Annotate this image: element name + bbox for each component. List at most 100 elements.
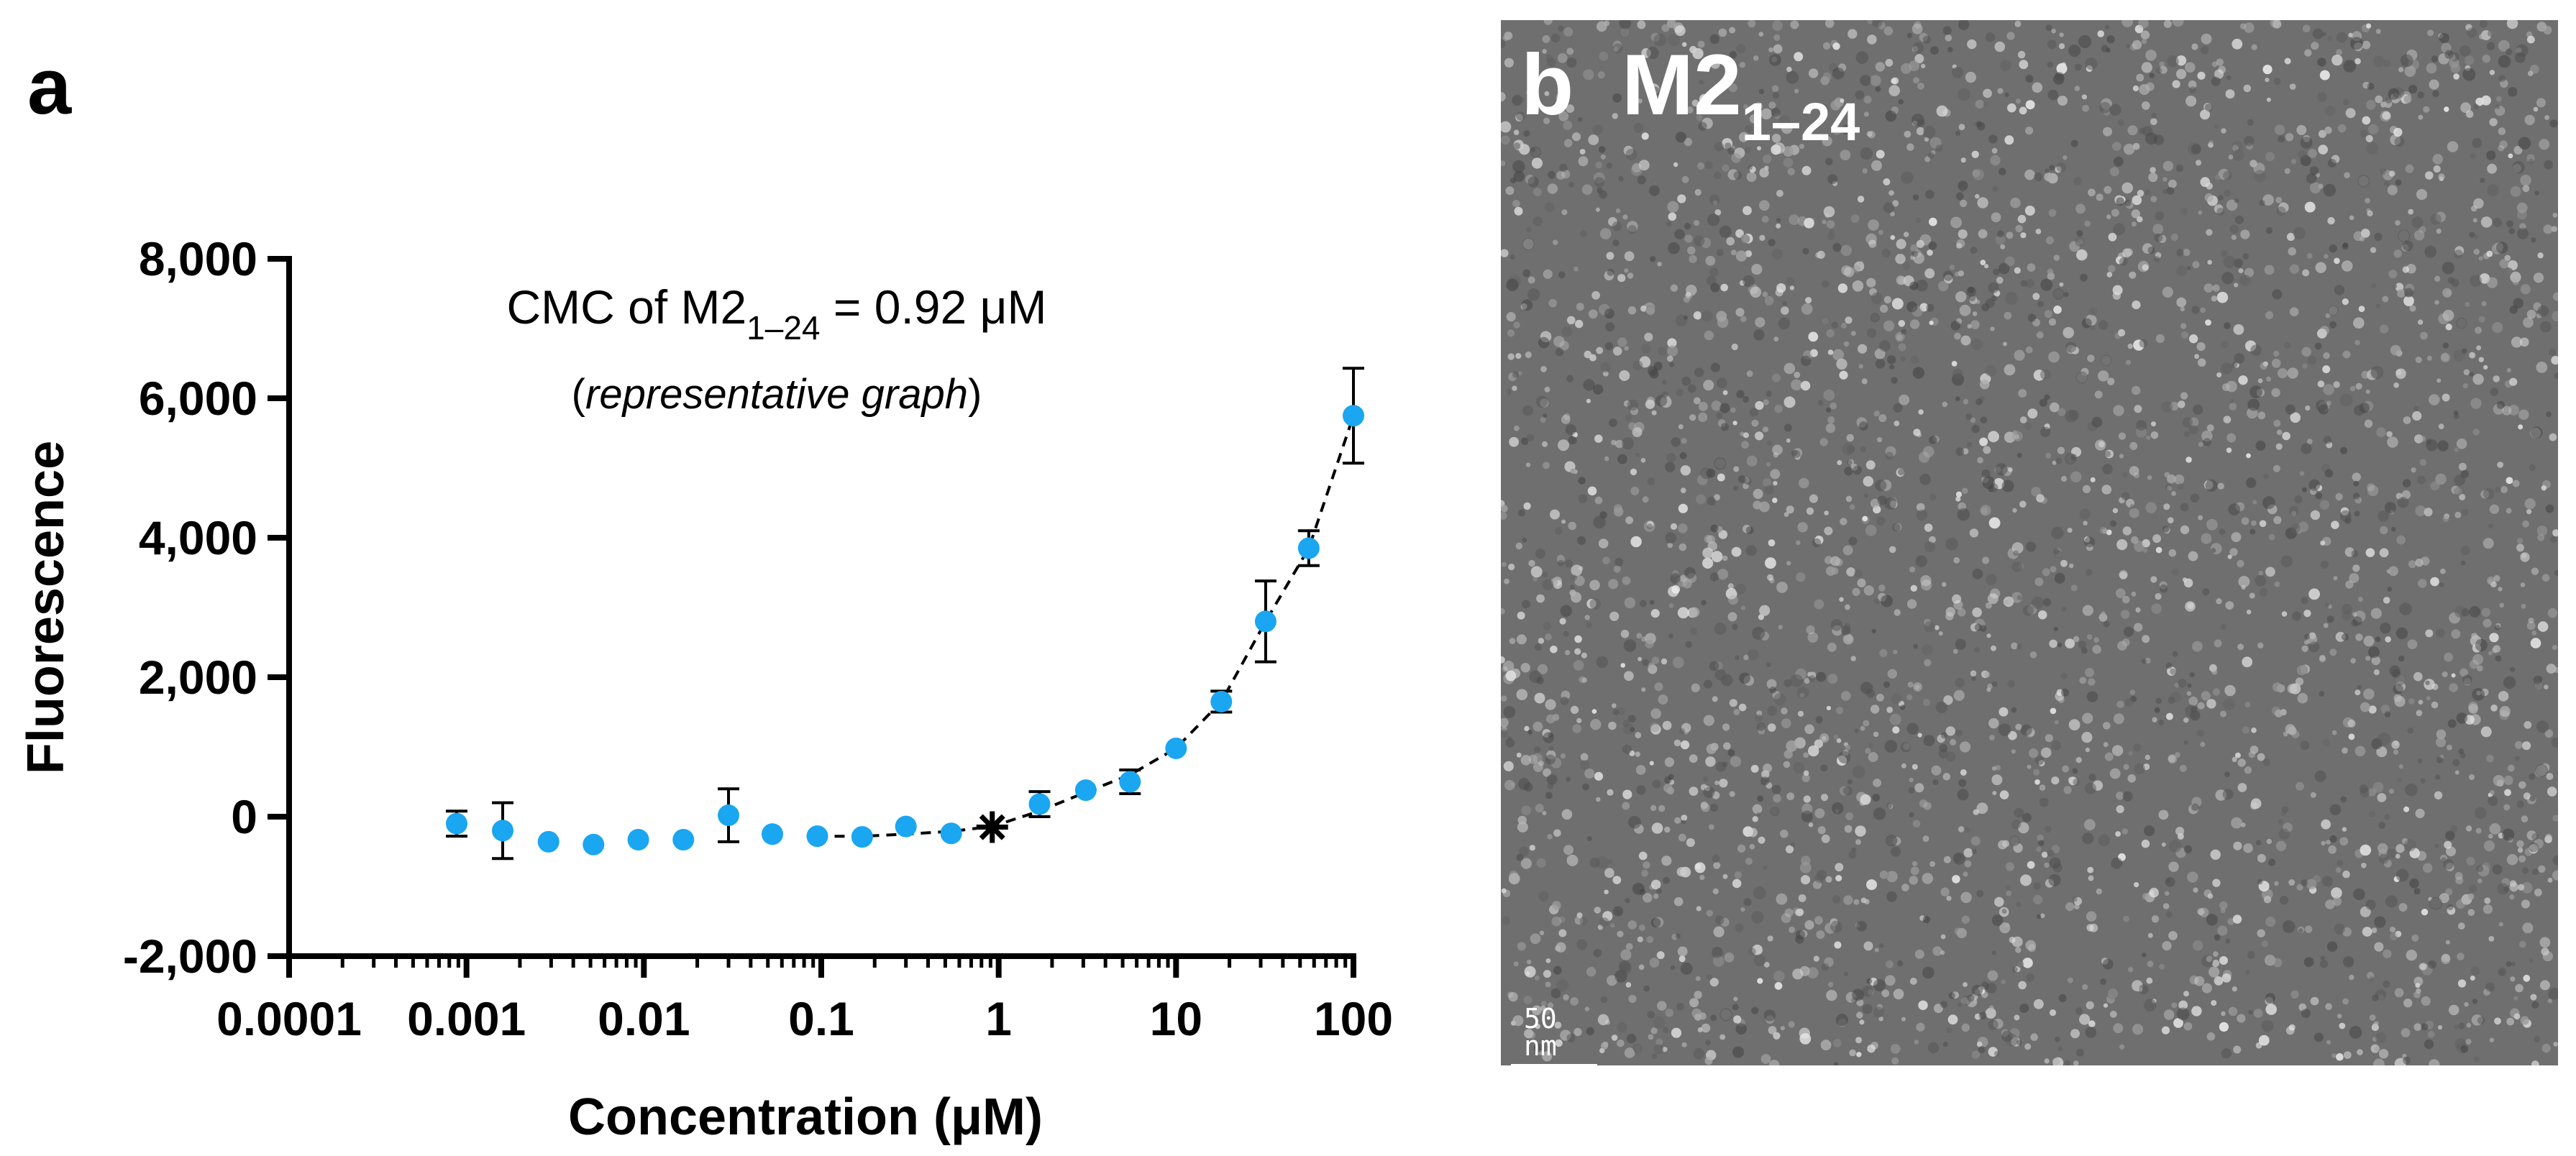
tem-shadow xyxy=(2372,994,2379,1001)
tem-shadow xyxy=(2365,899,2376,910)
tem-particle xyxy=(2516,202,2528,214)
tem-shadow xyxy=(1825,157,1833,165)
tem-particle xyxy=(1678,424,1684,430)
tem-particle xyxy=(1913,77,1920,84)
tem-particle xyxy=(1544,386,1550,393)
tem-shadow xyxy=(1913,643,1918,649)
tem-shadow xyxy=(1883,202,1895,214)
tem-particle xyxy=(1651,656,1660,664)
tem-shadow xyxy=(1516,111,1525,121)
tem-shadow xyxy=(1535,395,1548,408)
data-point xyxy=(627,829,649,851)
tem-particle xyxy=(1781,913,1791,923)
tem-particle xyxy=(2397,289,2406,298)
tem-particle xyxy=(1794,88,1799,93)
tem-particle xyxy=(2045,452,2052,459)
tem-shadow xyxy=(2442,342,2449,349)
tem-particle xyxy=(2408,560,2416,569)
tem-particle xyxy=(1958,826,1965,832)
tem-particle xyxy=(1581,652,1587,659)
tem-particle xyxy=(2408,698,2415,705)
tem-particle xyxy=(2407,639,2418,649)
tem-shadow xyxy=(2301,443,2312,454)
tem-particle xyxy=(2509,377,2518,386)
tem-shadow xyxy=(2196,729,2204,737)
tem-particle xyxy=(1630,165,1643,176)
tem-shadow xyxy=(1753,886,1766,900)
tem-particle xyxy=(2514,740,2523,749)
tem-particle xyxy=(1870,705,1880,714)
tem-particle xyxy=(1800,380,1811,391)
tem-particle xyxy=(1890,1044,1901,1054)
tem-shadow xyxy=(2472,999,2478,1004)
tem-shadow xyxy=(2034,756,2045,765)
tem-shadow xyxy=(2426,439,2432,445)
tem-shadow xyxy=(2341,633,2349,641)
tem-shadow xyxy=(2202,588,2210,596)
tem-particle xyxy=(1792,968,1804,980)
tem-particle xyxy=(2147,932,2153,938)
tem-particle xyxy=(2413,1023,2422,1031)
tem-particle xyxy=(1775,288,1783,297)
tem-shadow xyxy=(2353,888,2365,901)
tem-shadow xyxy=(2011,707,2017,713)
tem-shadow xyxy=(1833,1062,1838,1065)
tem-particle xyxy=(1964,860,1972,868)
tem-particle xyxy=(2470,398,2482,409)
tem-particle xyxy=(2456,899,2466,909)
tem-particle xyxy=(1914,949,1924,959)
tem-shadow xyxy=(1546,774,1558,785)
tem-particle xyxy=(2162,286,2173,298)
tem-particle xyxy=(1535,804,1544,813)
tem-shadow xyxy=(1650,917,1661,928)
tem-particle xyxy=(2449,683,2458,692)
tem-particle xyxy=(1624,268,1629,273)
tem-shadow xyxy=(1848,112,1853,117)
tem-shadow xyxy=(1522,238,1535,250)
tem-particle xyxy=(2095,439,2106,451)
tem-particle xyxy=(2440,568,2446,574)
tem-shadow xyxy=(2217,195,2224,201)
tem-shadow xyxy=(1929,436,1937,444)
tem-particle xyxy=(2106,214,2111,219)
tem-particle xyxy=(2244,766,2252,774)
tem-particle xyxy=(1913,682,1922,692)
tem-shadow xyxy=(1592,124,1603,135)
tem-shadow xyxy=(1821,963,1830,971)
tem-shadow xyxy=(2040,278,2053,291)
tem-particle xyxy=(2129,441,2138,451)
tem-particle xyxy=(2197,358,2206,367)
tem-shadow xyxy=(2548,988,2558,1000)
tem-particle xyxy=(2006,32,2015,40)
tem-particle xyxy=(2415,357,2422,364)
tem-particle xyxy=(1717,569,1729,580)
tem-particle xyxy=(2537,621,2549,632)
tem-particle xyxy=(1611,1035,1618,1041)
tem-particle xyxy=(2112,285,2123,295)
tem-particle xyxy=(2363,688,2375,700)
tem-panel-title: b M21–24 xyxy=(1521,42,1860,149)
tem-shadow xyxy=(2497,883,2509,895)
tem-particle xyxy=(2371,927,2378,933)
tem-shadow xyxy=(1663,1027,1669,1033)
tem-particle xyxy=(1743,432,1749,439)
tem-particle xyxy=(1857,578,1866,588)
tem-shadow xyxy=(2022,605,2034,616)
tem-particle xyxy=(2513,1013,2521,1020)
tem-shadow xyxy=(1642,659,1649,666)
tem-shadow xyxy=(1578,116,1583,122)
x-tick-label: 0.0001 xyxy=(216,992,362,1045)
tem-shadow xyxy=(1993,268,2000,275)
tem-particle xyxy=(2523,792,2531,800)
tem-particle xyxy=(2442,288,2452,298)
tem-shadow xyxy=(1847,779,1853,785)
tem-particle xyxy=(2031,487,2041,497)
tem-particle xyxy=(2402,266,2409,273)
tem-shadow xyxy=(1974,647,1980,653)
tem-shadow xyxy=(1924,541,1935,553)
tem-shadow xyxy=(1858,421,1868,431)
tem-shadow xyxy=(2469,606,2481,618)
tem-particle xyxy=(2332,896,2342,907)
tem-particle xyxy=(1738,132,1749,142)
tem-particle xyxy=(2498,40,2510,52)
